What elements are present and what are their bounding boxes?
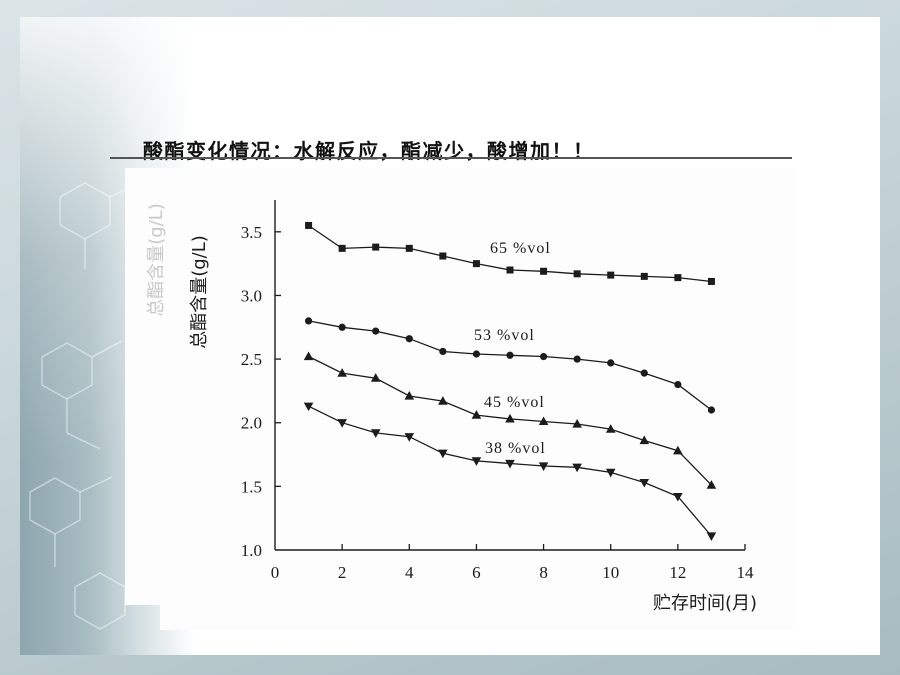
marker-38vol-month-13 <box>706 532 717 541</box>
marker-53vol-month-10 <box>607 359 615 367</box>
marker-45vol-month-13 <box>706 480 717 489</box>
marker-38vol-month-9 <box>572 463 582 473</box>
marker-38vol-month-8 <box>538 462 549 471</box>
marker-38vol-month-7 <box>505 459 515 469</box>
marker-38vol-month-6 <box>471 457 482 466</box>
x-tick-label-8: 8 <box>539 563 548 582</box>
series-label-38vol: 38 %vol <box>485 440 546 457</box>
axis-ticks: 1.0 1.5 2.0 2.5 3.0 3.5 0 2 4 6 8 10 12 14 <box>241 223 754 582</box>
series-label-53vol: 53 %vol <box>474 327 535 344</box>
marker-65vol-month-4 <box>405 244 413 252</box>
marker-53vol-month-5 <box>439 347 447 356</box>
x-axis-label: 贮存时间(月) <box>653 593 757 614</box>
marker-65vol-month-7 <box>506 266 514 274</box>
series-labels: 65 %vol 53 %vol 45 %vol 38 %vol <box>474 240 551 457</box>
marker-45vol-month-7 <box>505 413 515 423</box>
y-tick-label-3.5: 3.5 <box>241 223 262 242</box>
ester-content-line-chart: 总酯含量(g/L) 1.01.52.02.53.03.50 2 4 6 8 10 12 14 … <box>125 168 795 630</box>
marker-53vol-month-13 <box>707 406 716 414</box>
marker-65vol-month-1 <box>305 221 313 229</box>
y-tick-label-2.0: 2.0 <box>241 414 262 433</box>
marker-53vol-month-8 <box>539 352 548 361</box>
marker-45vol-month-12 <box>673 445 683 455</box>
marker-45vol-month-5 <box>438 396 448 405</box>
marker-53vol-month-11 <box>640 369 648 377</box>
y-axis-label: 总酯含量(g/L) <box>189 235 210 349</box>
marker-65vol-month-5 <box>439 252 447 260</box>
heading-underline <box>110 157 792 159</box>
marker-53vol-month-9 <box>573 355 581 363</box>
marker-45vol-month-6 <box>471 410 482 419</box>
y-tick-label-3.0: 3.0 <box>241 286 262 305</box>
chart-image-background <box>125 168 795 630</box>
marker-38vol-month-1 <box>303 402 314 412</box>
y-tick-label-2.5: 2.5 <box>241 350 262 369</box>
marker-45vol-month-9 <box>572 419 582 428</box>
marker-45vol-month-4 <box>404 391 415 400</box>
marker-38vol-month-4 <box>404 433 415 442</box>
marker-65vol-month-10 <box>607 271 615 279</box>
y-tick-label-1.5: 1.5 <box>241 477 262 496</box>
marker-53vol-month-1 <box>304 317 313 325</box>
marker-45vol-month-11 <box>639 435 650 445</box>
marker-65vol-month-13 <box>707 277 715 285</box>
marker-38vol-month-12 <box>673 492 683 502</box>
marker-65vol-month-11 <box>640 272 648 280</box>
marker-65vol-month-2 <box>338 244 346 252</box>
marker-38vol-month-3 <box>370 429 381 438</box>
series-layer <box>303 221 717 541</box>
marker-65vol-month-8 <box>540 267 548 275</box>
marker-45vol-month-8 <box>538 416 549 426</box>
x-tick-label-4: 4 <box>405 563 414 582</box>
marker-53vol-month-2 <box>338 323 346 331</box>
y-axis-label-ghost: 总酯含量(g/L) <box>146 203 167 317</box>
marker-38vol-month-2 <box>337 419 347 428</box>
series-label-65vol: 65 %vol <box>490 240 551 257</box>
marker-65vol-month-9 <box>573 270 581 278</box>
marker-65vol-month-3 <box>372 243 380 251</box>
marker-65vol-month-12 <box>674 274 682 282</box>
marker-45vol-month-2 <box>337 368 347 377</box>
x-tick-label-10: 10 <box>602 563 619 582</box>
marker-53vol-month-3 <box>372 327 380 335</box>
marker-65vol-month-6 <box>472 260 480 268</box>
y-tick-label-1.0: 1.0 <box>241 541 262 560</box>
x-tick-label-12: 12 <box>669 563 686 582</box>
marker-45vol-month-1 <box>303 351 314 361</box>
marker-45vol-month-10 <box>605 424 616 433</box>
marker-53vol-month-7 <box>506 351 514 359</box>
x-tick-label-2: 2 <box>338 563 347 582</box>
series-label-45vol: 45 %vol <box>484 394 545 411</box>
molecule-decoration <box>29 180 143 630</box>
x-tick-label-14: 14 <box>737 563 755 582</box>
x-tick-label-0: 0 <box>271 563 280 582</box>
marker-53vol-month-6 <box>472 350 481 358</box>
marker-38vol-month-10 <box>605 468 616 478</box>
x-tick-label-6: 6 <box>472 563 481 582</box>
slide-heading: 酸酯变化情况：水解反应，酯减少，酸增加！！ <box>143 139 595 163</box>
marker-45vol-month-3 <box>370 373 381 382</box>
marker-53vol-month-12 <box>674 380 682 389</box>
marker-38vol-month-5 <box>438 449 448 459</box>
marker-53vol-month-4 <box>405 335 413 343</box>
marker-38vol-month-11 <box>639 478 650 488</box>
